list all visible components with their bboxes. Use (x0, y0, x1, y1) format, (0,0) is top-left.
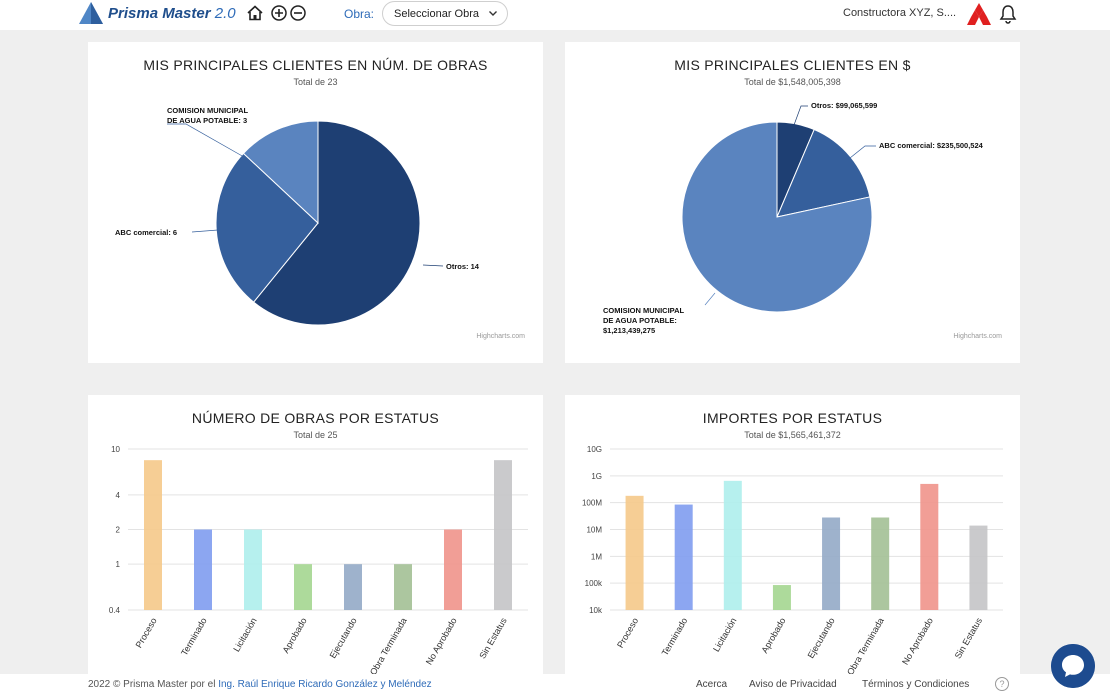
chart-card-clients-amount: MIS PRINCIPALES CLIENTES EN $ Total de $… (565, 42, 1020, 363)
pie-label: COMISION MUNICIPAL (603, 306, 685, 315)
x-tick-label: Licitación (711, 616, 738, 654)
y-tick-label: 100M (582, 499, 602, 508)
pie-label: Otros: 14 (446, 262, 480, 271)
chart-subtitle: Total de 23 (293, 77, 338, 87)
pie-chart-clients-amount: Otros: $99,065,599 ABC comercial: $235,5… (603, 101, 984, 335)
brand[interactable]: Prisma Master 2.0 (108, 5, 236, 22)
x-tick-label: Licitación (231, 616, 258, 654)
x-tick-label: No Aprobado (424, 616, 459, 667)
bar[interactable] (294, 564, 312, 610)
bar[interactable] (394, 564, 412, 610)
pie-chart-clients-count: COMISION MUNICIPAL DE AGUA POTABLE: 3 AB… (115, 106, 480, 326)
bar[interactable] (244, 529, 262, 611)
chart-card-status-amount: IMPORTES POR ESTATUS Total de $1,565,461… (565, 395, 1020, 674)
x-tick-label: Proceso (134, 616, 159, 650)
x-tick-label: Aprobado (281, 616, 309, 655)
x-tick-label: Ejecutando (328, 616, 359, 660)
brand-version: 2.0 (214, 5, 236, 22)
bar-chart-status-amount: 10G 1G 100M 10M 1M 100k 10k Proceso Terminado Lic… (582, 445, 1003, 674)
home-icon[interactable] (246, 4, 264, 22)
x-tick-label: Sin Estatus (477, 616, 509, 661)
x-tick-label: Sin Estatus (953, 616, 985, 661)
y-tick-label: 0.4 (109, 606, 121, 615)
y-tick-label: 10M (586, 526, 602, 535)
pie-label: DE AGUA POTABLE: (603, 316, 677, 325)
chart-card-status-count: NÚMERO DE OBRAS POR ESTATUS Total de 25 … (88, 395, 543, 674)
x-tick-label: Proceso (615, 616, 640, 650)
bar[interactable] (822, 517, 841, 610)
chart-title: NÚMERO DE OBRAS POR ESTATUS (191, 410, 440, 426)
bar-chart-status-count: 10 4 2 1 0.4 Proceso Terminado Licitación Aproba… (109, 445, 528, 674)
y-tick-label: 1G (591, 472, 602, 481)
y-tick-label: 10k (589, 606, 603, 615)
bar[interactable] (625, 495, 644, 610)
top-bar: Prisma Master 2.0 Obra: Seleccionar Obra… (0, 0, 1110, 30)
x-tick-label: Aprobado (759, 616, 787, 655)
pie-label: Otros: $99,065,599 (811, 101, 877, 110)
zoom-out-icon[interactable] (289, 4, 307, 22)
pie-label: ABC comercial: 6 (115, 228, 177, 237)
chevron-down-icon (489, 11, 497, 16)
obra-select[interactable]: Seleccionar Obra (382, 1, 508, 26)
help-icon[interactable]: ? (995, 677, 1009, 691)
chart-subtitle: Total de $1,548,005,398 (744, 77, 841, 87)
bar[interactable] (723, 480, 742, 610)
highcharts-credit[interactable]: Highcharts.com (953, 333, 1002, 340)
footer-link-acerca[interactable]: Acerca (696, 679, 728, 690)
pie-label: DE AGUA POTABLE: 3 (167, 116, 247, 125)
bar[interactable] (144, 460, 162, 610)
footer-copyright: 2022 © Prisma Master por el Ing. Raúl En… (88, 679, 432, 690)
bar[interactable] (871, 517, 890, 610)
bar[interactable] (194, 529, 212, 611)
pie-slice[interactable] (776, 128, 871, 218)
x-tick-label: Obra Terminada (845, 616, 886, 674)
obra-label: Obra: (344, 7, 375, 21)
pie-slice[interactable] (681, 121, 873, 313)
footer: 2022 © Prisma Master por el Ing. Raúl En… (0, 674, 1110, 694)
bar[interactable] (772, 585, 791, 610)
x-tick-label: No Aprobado (900, 616, 935, 667)
chart-subtitle: Total de $1,565,461,372 (744, 430, 841, 440)
x-tick-label: Ejecutando (806, 616, 837, 660)
chart-title: MIS PRINCIPALES CLIENTES EN NÚM. DE OBRA… (143, 57, 488, 73)
pie-label: $1,213,439,275 (603, 326, 655, 335)
chart-title: MIS PRINCIPALES CLIENTES EN $ (674, 57, 911, 73)
author-link[interactable]: Ing. Raúl Enrique Ricardo González y Mel… (218, 679, 432, 690)
bar[interactable] (494, 460, 512, 610)
chart-card-clients-count: MIS PRINCIPALES CLIENTES EN NÚM. DE OBRA… (88, 42, 543, 363)
pie-slice[interactable] (242, 120, 319, 225)
brand-name: Prisma Master (108, 5, 211, 22)
chart-title: IMPORTES POR ESTATUS (702, 410, 883, 426)
bar[interactable] (674, 504, 693, 610)
y-tick-label: 1M (591, 552, 602, 561)
company-name[interactable]: Constructora XYZ, S.... (843, 7, 957, 19)
x-tick-label: Obra Terminada (368, 616, 409, 674)
bar[interactable] (344, 564, 362, 610)
chart-subtitle: Total de 25 (293, 430, 338, 440)
footer-link-privacidad[interactable]: Aviso de Privacidad (749, 679, 837, 690)
obra-select-value: Seleccionar Obra (394, 8, 479, 20)
pie-slice[interactable] (252, 120, 421, 326)
copyright-text: 2022 © Prisma Master por el (88, 679, 216, 690)
bar[interactable] (444, 529, 462, 611)
pie-label: ABC comercial: $235,500,524 (879, 141, 984, 150)
y-tick-label: 1 (116, 560, 121, 569)
zoom-in-icon[interactable] (270, 4, 288, 22)
prisma-logo-icon[interactable] (78, 1, 104, 25)
pie-label: COMISION MUNICIPAL (167, 106, 249, 115)
y-tick-label: 10G (587, 445, 602, 454)
chat-icon[interactable] (1051, 644, 1095, 688)
company-logo-icon (967, 3, 991, 25)
highcharts-credit[interactable]: Highcharts.com (476, 333, 525, 340)
y-tick-label: 4 (116, 491, 121, 500)
y-tick-label: 10 (111, 445, 120, 454)
x-tick-label: Terminado (660, 616, 690, 657)
bar[interactable] (969, 525, 988, 610)
bell-icon[interactable] (999, 4, 1017, 24)
x-tick-label: Terminado (179, 616, 209, 657)
footer-link-terminos[interactable]: Términos y Condiciones (862, 679, 970, 690)
y-tick-label: 100k (585, 579, 603, 588)
bar[interactable] (920, 483, 939, 610)
y-tick-label: 2 (116, 526, 121, 535)
